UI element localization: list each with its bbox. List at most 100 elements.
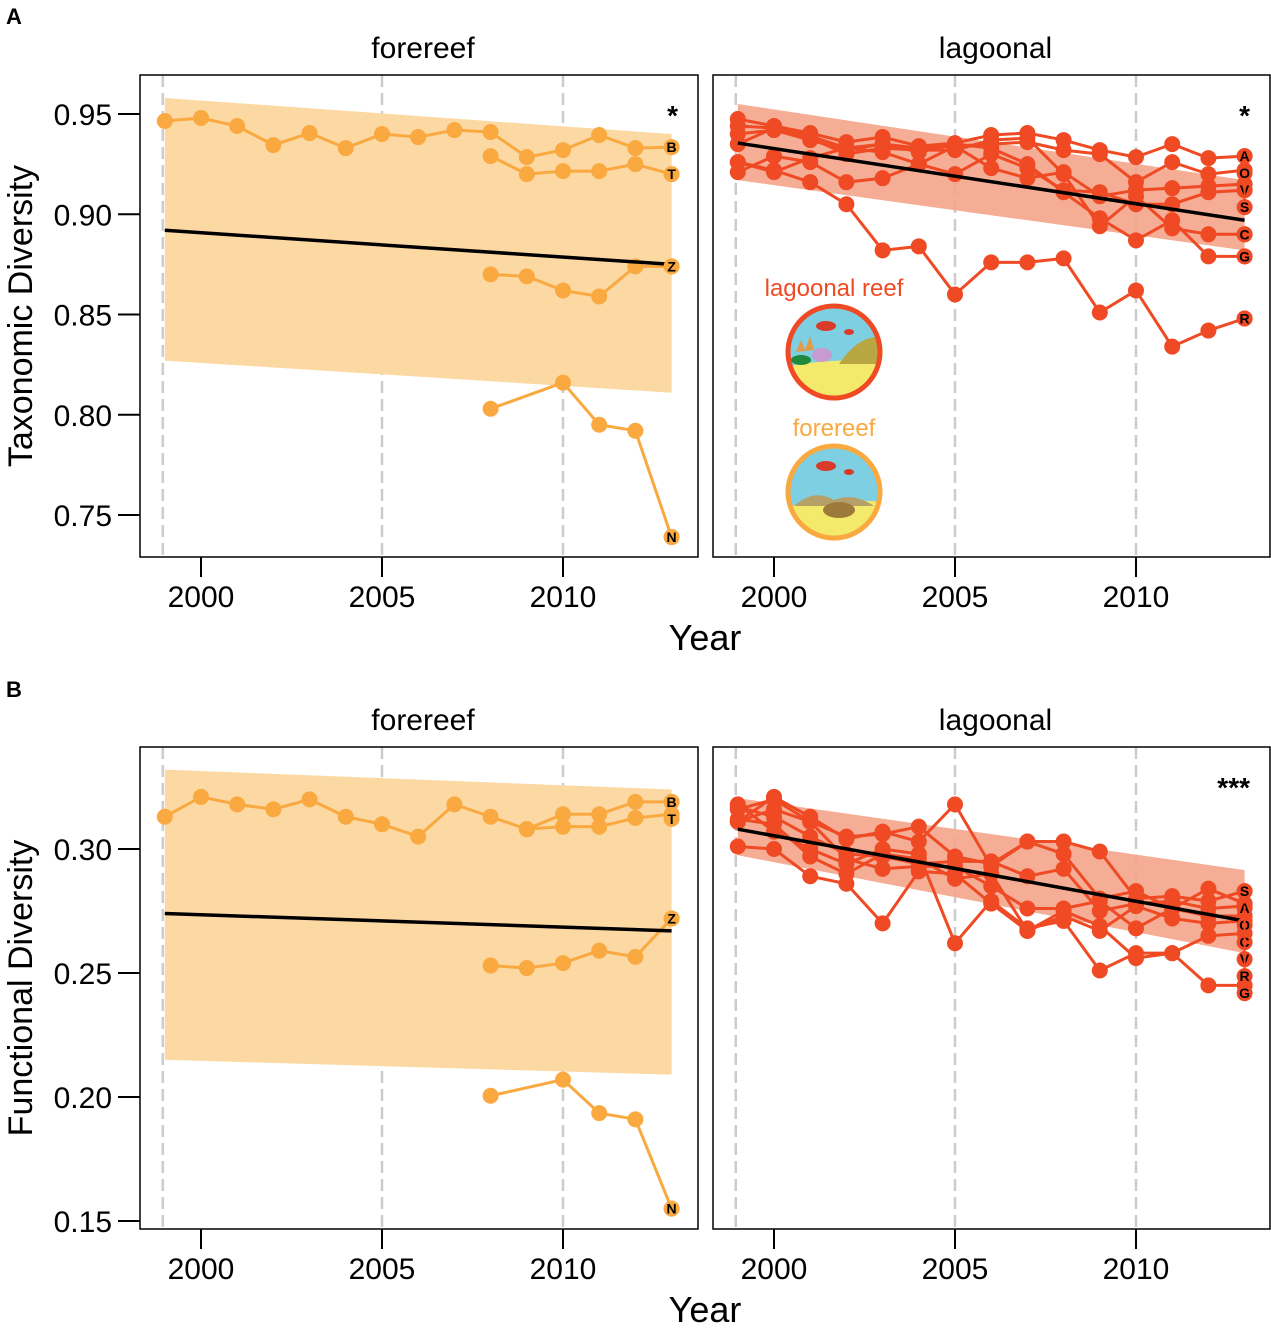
x-axis-title: Year: [669, 617, 742, 658]
facet-title: forereef: [371, 32, 475, 65]
data-point: [729, 838, 746, 855]
site-label: T: [667, 811, 676, 827]
data-point: [1164, 154, 1181, 171]
facet-title: forereef: [371, 704, 475, 737]
forereef-badge-scene: [790, 448, 878, 536]
site-label: G: [1239, 985, 1250, 1001]
data-point: [555, 282, 571, 299]
end-point: [1236, 968, 1253, 985]
site-label-O: O: [1236, 165, 1253, 182]
end-point: [663, 529, 680, 546]
data-point: [766, 120, 782, 137]
data-point: [555, 818, 571, 835]
site-label-B: B: [663, 793, 680, 810]
panel-letter: B: [6, 677, 22, 702]
site-label-T: T: [663, 810, 680, 827]
site-label: R: [1240, 968, 1250, 984]
data-point: [1200, 150, 1217, 167]
data-point: [910, 833, 927, 850]
x-tick-label: 2010: [1103, 581, 1170, 614]
data-point: [802, 813, 819, 830]
data-point: [983, 893, 1000, 910]
data-point: [1128, 945, 1144, 962]
data-point: [1164, 212, 1181, 229]
data-point: [874, 242, 891, 259]
fish-icon: [844, 329, 854, 335]
site-label: C: [1240, 226, 1250, 242]
data-point: [518, 268, 535, 285]
y-tick-label: 0.85: [54, 300, 112, 333]
data-point: [627, 810, 644, 826]
series-line: [490, 1078, 673, 1210]
data-point: [766, 788, 782, 805]
data-point: [591, 288, 608, 305]
data-point: [838, 140, 855, 157]
fish-icon: [816, 461, 836, 471]
data-point: [482, 148, 499, 165]
y-tick-label: 0.30: [54, 834, 112, 867]
x-tick-label: 2000: [168, 581, 235, 614]
panel-frame: [139, 74, 699, 558]
facet-title: lagoonal: [939, 32, 1052, 65]
end-point: [663, 139, 680, 156]
data-point: [1091, 146, 1108, 163]
x-tick-label: 2000: [741, 581, 808, 614]
data-point: [947, 796, 963, 813]
lagoonal-reef-badge-scene: [790, 308, 878, 396]
data-point: [482, 808, 499, 825]
x-tick-label: 2005: [349, 1253, 416, 1286]
facet-title: lagoonal: [939, 704, 1052, 737]
plot-area: [156, 75, 680, 557]
site-label-T: T: [663, 166, 680, 183]
x-tick-label: 2000: [741, 1253, 808, 1286]
end-point: [663, 910, 680, 927]
data-point: [1091, 962, 1108, 979]
site-label: B: [667, 794, 677, 810]
data-point: [591, 163, 608, 180]
data-point: [482, 266, 499, 283]
data-point: [1128, 188, 1144, 205]
site-label: S: [1240, 883, 1249, 899]
data-point: [947, 286, 963, 303]
data-point: [591, 806, 608, 823]
data-point: [1200, 880, 1217, 897]
site-label: N: [667, 529, 677, 545]
facet-forereef: forereef BT Z N * 2000 2005 2010: [139, 32, 699, 614]
data-point: [983, 140, 1000, 157]
data-point: [1200, 915, 1217, 932]
data-point: [729, 154, 746, 171]
site-label-S: S: [1236, 190, 1253, 216]
site-label: O: [1239, 165, 1250, 181]
end-point: [1236, 148, 1253, 165]
data-point: [1019, 156, 1036, 173]
habitat-inset: lagoonal reef forereef: [765, 275, 904, 541]
data-point: [1055, 166, 1072, 183]
site-label-V: V: [1236, 182, 1253, 199]
data-point: [1055, 142, 1072, 159]
data-point: [1164, 910, 1181, 927]
data-point: [518, 821, 535, 838]
data-point: [1019, 833, 1036, 850]
series-B: [156, 110, 680, 166]
x-axis-title: Year: [669, 1289, 742, 1327]
data-point: [229, 796, 246, 813]
data-point: [838, 831, 855, 848]
panel-frame: [139, 746, 699, 1230]
data-point: [983, 254, 1000, 271]
y-tick-label: 0.15: [54, 1206, 112, 1239]
data-point: [518, 149, 535, 166]
site-label: S: [1240, 199, 1249, 215]
data-point: [983, 853, 1000, 870]
data-point: [1019, 920, 1036, 937]
data-point: [1164, 338, 1181, 355]
site-label-B: B: [663, 139, 680, 156]
data-point: [591, 127, 608, 144]
x-tick-label: 2010: [530, 1253, 597, 1286]
data-point: [482, 1087, 499, 1104]
data-point: [1055, 912, 1072, 929]
data-point: [482, 400, 499, 417]
y-tick-label: 0.80: [54, 400, 112, 433]
site-label: Z: [667, 910, 676, 926]
significance-marker: ***: [1217, 772, 1250, 803]
